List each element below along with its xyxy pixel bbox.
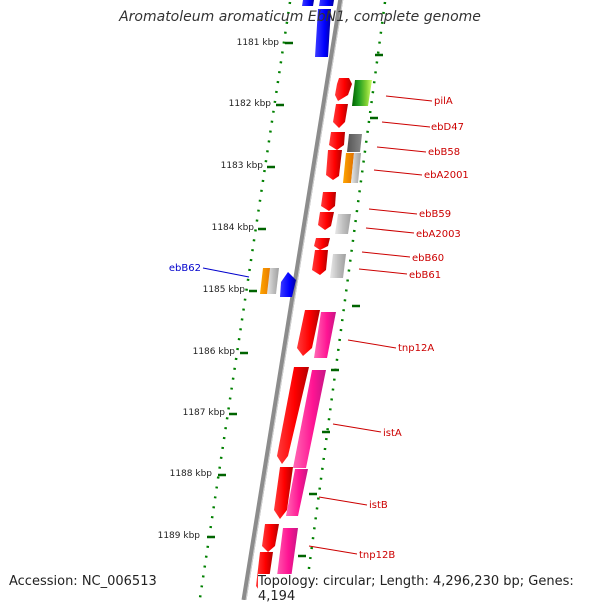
leader-lines [202,95,433,555]
outer-dotted-arc [303,1,387,599]
forward-gene-ebB60 [314,238,330,250]
gene-label-istB: istB [369,500,388,511]
leader-pilA [385,95,433,102]
feature-grey-ebA2003 [335,214,351,234]
leader-ebB59 [368,208,418,215]
leader-ebD47 [381,121,431,128]
kbp-label: 1185 kbp [203,285,246,295]
map-title: Aromatoleum aromaticum EbN1, complete ge… [119,9,481,25]
forward-gene-ebA2003 [318,212,334,230]
kbp-label: 1189 kbp [158,531,201,541]
gene-label-tnp12A: tnp12A [398,343,434,354]
kbp-label: 1186 kbp [193,347,236,357]
gene-label-istA: istA [383,428,402,439]
forward-gene-ebB61 [312,250,328,275]
forward-gene-pilA [335,78,352,101]
gene-label-pilA: pilA [434,96,453,107]
feature-green-pilA [352,80,372,106]
kbp-label: 1188 kbp [170,469,213,479]
gene-label-ebA2001: ebA2001 [424,170,469,181]
gene-label-ebB61: ebB61 [409,270,441,281]
leader-ebB58 [376,146,427,153]
leader-ebB62 [202,267,250,278]
gene-label-ebB58: ebB58 [428,147,460,158]
kbp-label: 1181 kbp [237,38,280,48]
gene-labels: pilA ebD47 ebB58 ebA2001 ebB59 ebA2003 e… [169,96,469,561]
leader-istB [318,496,368,506]
kbp-label: 1183 kbp [221,161,264,171]
feature-grey-ebB61 [330,254,346,278]
leader-tnp12B [308,545,358,555]
leader-ebA2003 [365,227,415,234]
gene-label-ebB60: ebB60 [412,253,444,264]
forward-gene-istB [274,467,308,519]
forward-gene-ebD47 [333,104,348,128]
gene-label-ebD47: ebD47 [431,122,464,133]
forward-gene-istA [277,367,326,468]
reverse-gene-top [302,0,334,57]
forward-gene-ebB58 [329,132,345,150]
gene-label-ebB62: ebB62 [169,263,201,274]
kbp-labels: 1181 kbp 1182 kbp 1183 kbp 1184 kbp 1185… [158,38,280,541]
kbp-label: 1187 kbp [183,408,226,418]
genome-backbone-highlight [245,0,344,600]
forward-gene-ebB59 [321,192,336,211]
leader-ebB60 [361,251,411,258]
leader-tnp12A [347,339,397,349]
kbp-ticks [207,41,383,558]
inner-dotted-arc [198,1,292,599]
kbp-label: 1184 kbp [212,223,255,233]
gene-label-ebB59: ebB59 [419,209,451,220]
feature-darkgrey-ebB58 [347,134,362,152]
feature-orange-ebA2001 [343,153,354,183]
feature-grey-ebA2001 [351,153,361,183]
kbp-label: 1182 kbp [229,99,272,109]
gene-label-ebA2003: ebA2003 [416,229,461,240]
leader-ebB61 [358,268,408,275]
gene-label-tnp12B: tnp12B [359,550,395,561]
accession-text: Accession: NC_006513 [9,574,157,589]
leader-ebA2001 [373,169,423,176]
leader-istA [332,423,382,433]
reverse-gene-ebB62 [260,268,296,297]
forward-gene-tnp12A [297,310,336,358]
forward-gene-ebA2001 [326,150,342,180]
genome-backbone [241,0,344,600]
